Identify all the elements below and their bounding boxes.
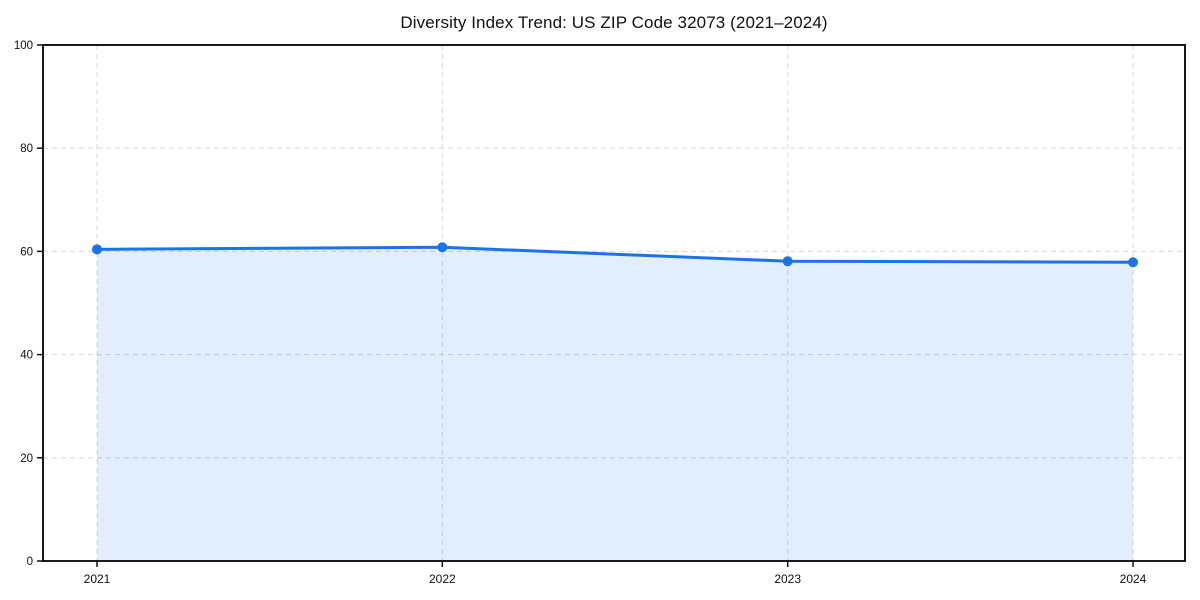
data-point-2022 (437, 242, 448, 253)
data-point-2023 (782, 256, 793, 267)
x-tick-label: 2023 (774, 572, 801, 586)
x-tick-label: 2024 (1120, 572, 1147, 586)
area-fill (97, 247, 1133, 561)
data-point-2024 (1128, 257, 1138, 268)
trend-line (95, 245, 1135, 264)
x-tick-label: 2021 (84, 572, 111, 586)
y-tick-label: 100 (14, 40, 33, 52)
y-tick-label: 20 (20, 453, 33, 465)
data-point-2021 (92, 244, 102, 255)
chart-title: Diversity Index Trend: US ZIP Code 32073… (400, 13, 828, 32)
y-tick-label: 0 (27, 556, 33, 568)
plot-border (42, 44, 1186, 562)
x-tick-label: 2022 (429, 572, 456, 586)
y-tick-label: 80 (20, 143, 33, 155)
y-tick-label: 40 (20, 350, 33, 362)
y-tick-label: 60 (20, 246, 33, 258)
